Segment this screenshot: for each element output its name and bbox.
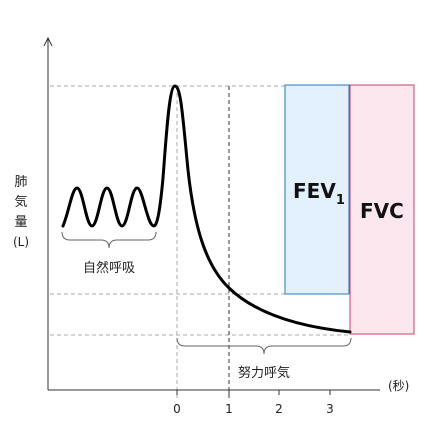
x-unit-label: (秒) bbox=[388, 379, 409, 393]
x-tick-label-3: 3 bbox=[326, 402, 334, 416]
fev1-box bbox=[284, 84, 350, 295]
fvc-box bbox=[349, 84, 415, 335]
natural-breathing-brace bbox=[61, 231, 157, 249]
volume-curve bbox=[61, 84, 352, 334]
x-tick-label-2: 2 bbox=[275, 402, 283, 416]
x-tick-label-1: 1 bbox=[225, 402, 233, 416]
fev1-label: FEV1 bbox=[293, 179, 345, 208]
fvc-label: FVC bbox=[360, 199, 404, 223]
forced-breathing-label: 努力呼気 bbox=[238, 365, 290, 381]
forced-breathing-brace bbox=[176, 337, 352, 355]
y-label-char-2: 気 bbox=[14, 194, 27, 210]
y-label-char-4: (L) bbox=[13, 235, 29, 249]
natural-breathing-label: 自然呼吸 bbox=[83, 260, 135, 276]
y-label-char-1: 肺 bbox=[14, 175, 27, 190]
x-tick-label-0: 0 bbox=[173, 402, 181, 416]
y-axis-arrow bbox=[43, 36, 53, 47]
y-label-char-3: 量 bbox=[14, 215, 27, 230]
